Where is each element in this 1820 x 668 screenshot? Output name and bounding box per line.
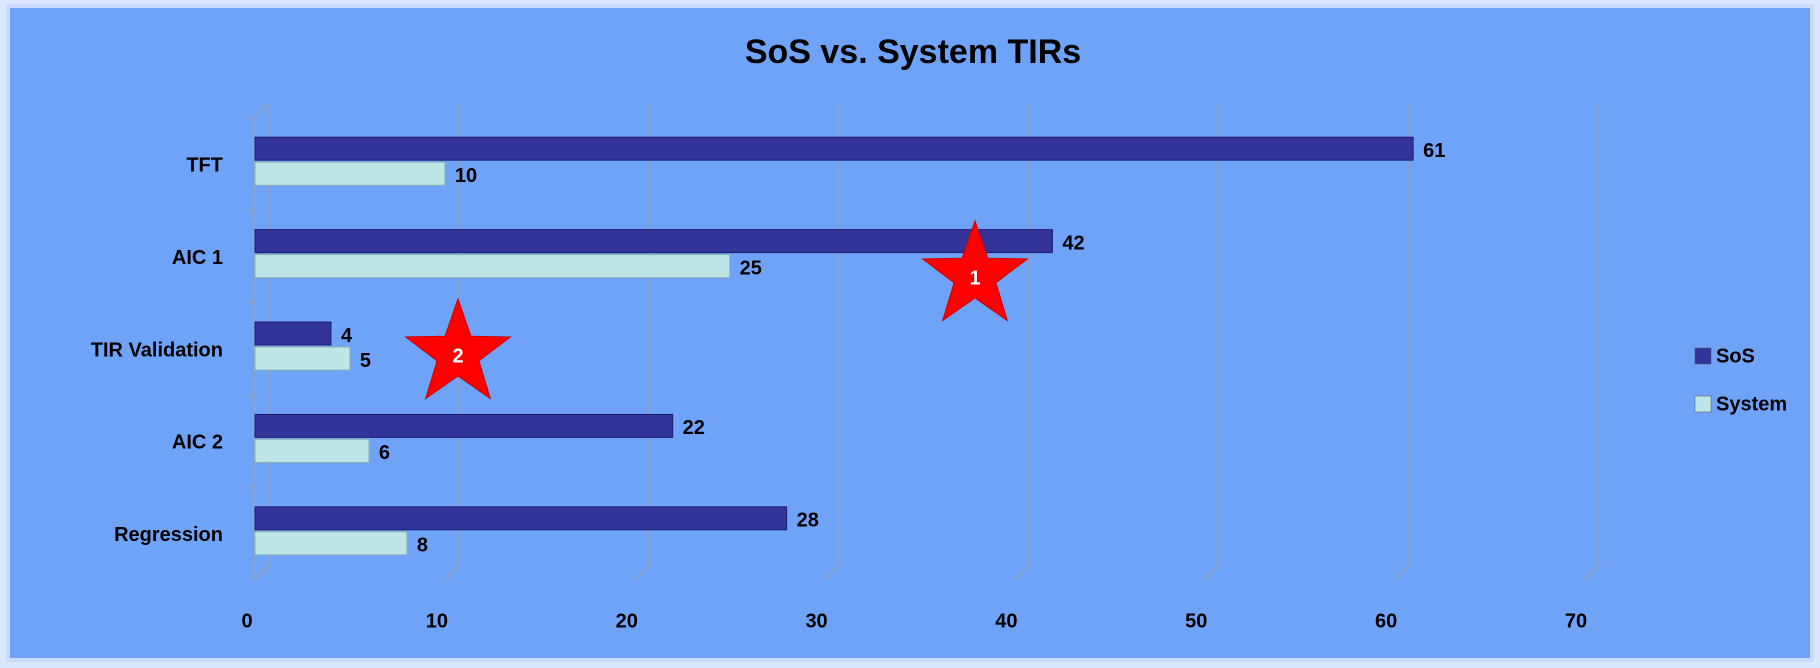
bar xyxy=(254,161,446,186)
x-tick-label: 30 xyxy=(805,610,827,632)
bar xyxy=(254,254,731,279)
data-label: 61 xyxy=(1423,140,1445,162)
grid-line xyxy=(1203,104,1220,581)
grid-line xyxy=(1013,104,1030,581)
legend-label: SoS xyxy=(1716,345,1755,367)
y-tick-label: AIC 2 xyxy=(172,432,223,454)
bar xyxy=(254,531,408,556)
data-label: 42 xyxy=(1062,232,1084,254)
x-tick-label: 10 xyxy=(426,610,448,632)
y-tick-label: AIC 1 xyxy=(172,247,223,269)
legend-label: System xyxy=(1716,393,1787,415)
x-tick-label: 20 xyxy=(616,610,638,632)
data-label: 8 xyxy=(417,535,428,557)
star-annotation xyxy=(921,219,1029,322)
bar xyxy=(254,229,1053,254)
y-tick-label: TFT xyxy=(186,154,223,176)
grid-line xyxy=(1583,104,1599,581)
x-tick-label: 50 xyxy=(1185,610,1207,632)
data-label: 5 xyxy=(360,350,371,372)
data-label: 10 xyxy=(455,165,477,187)
data-label: 6 xyxy=(379,442,390,464)
y-tick-label: Regression xyxy=(114,524,223,546)
y-tick-label: TIR Validation xyxy=(91,339,223,361)
legend-swatch xyxy=(1694,395,1712,413)
data-label: 28 xyxy=(797,510,819,532)
legend: SoS System xyxy=(1694,345,1787,415)
bar xyxy=(254,413,674,438)
bar xyxy=(254,321,332,346)
annotation-label: 1 xyxy=(969,267,980,289)
data-label: 4 xyxy=(341,325,353,347)
data-label: 25 xyxy=(740,257,762,279)
x-tick-label: 60 xyxy=(1375,610,1397,632)
x-tick-label: 40 xyxy=(995,610,1017,632)
bar xyxy=(254,506,788,531)
star-annotation xyxy=(404,297,512,400)
chart-title: SoS vs. System TIRs xyxy=(745,33,1081,71)
bar xyxy=(254,346,351,371)
grid-line xyxy=(823,104,840,581)
legend-swatch xyxy=(1694,347,1712,365)
annotation-label: 2 xyxy=(452,345,463,367)
x-tick-label: 70 xyxy=(1565,610,1587,632)
data-label: 22 xyxy=(683,417,705,439)
bar xyxy=(254,136,1414,161)
bar xyxy=(254,438,370,463)
x-tick-label: 0 xyxy=(241,610,252,632)
grid-line xyxy=(1393,104,1410,581)
